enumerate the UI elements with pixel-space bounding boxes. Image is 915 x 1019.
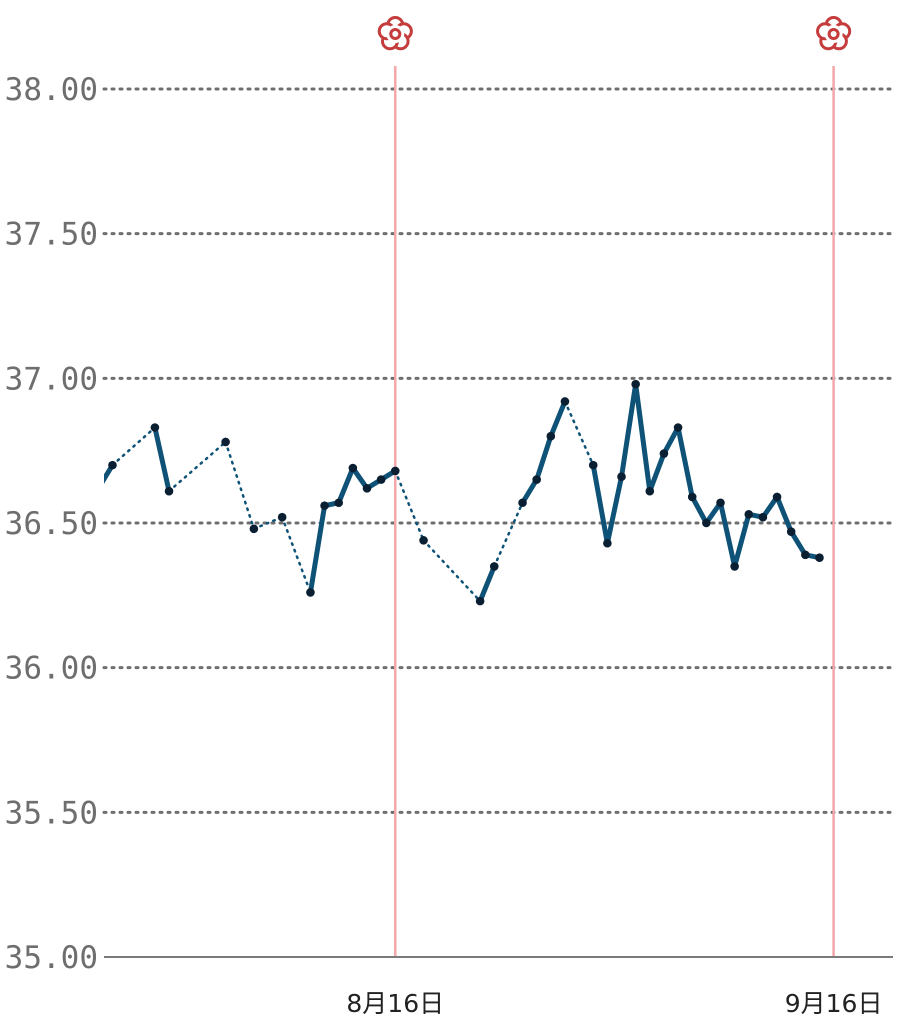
data-point [716, 498, 725, 508]
temperature-series [104, 381, 822, 604]
y-tick-label: 36.50 [5, 506, 98, 542]
y-tick-label: 35.50 [5, 795, 98, 831]
data-point [306, 588, 315, 597]
line-segment [590, 462, 610, 546]
data-point [758, 512, 768, 522]
data-point [277, 512, 287, 522]
data-point [603, 538, 612, 548]
y-tick-label: 38.00 [5, 72, 98, 108]
gap-segment [224, 440, 256, 531]
line-segment [152, 425, 172, 494]
data-point [320, 501, 329, 510]
line-segment [548, 398, 568, 439]
data-point [249, 524, 259, 534]
data-point [518, 498, 527, 508]
data-point [617, 472, 626, 482]
data-point [815, 553, 824, 563]
gap-segment [111, 426, 157, 467]
gap-segment [167, 440, 227, 493]
flower-icon [377, 16, 413, 51]
gap-segment [563, 400, 595, 467]
gap-segment [493, 501, 524, 568]
flower-icon [816, 16, 852, 51]
line-segment [717, 500, 738, 569]
data-point [673, 423, 683, 432]
data-point [560, 397, 570, 406]
data-point [546, 431, 556, 441]
data-point [588, 460, 598, 470]
data-point [772, 492, 782, 502]
line-segment [477, 563, 497, 604]
line-segment [104, 462, 115, 484]
data-point [786, 527, 796, 536]
line-segment [520, 477, 540, 506]
y-tick-label: 37.00 [5, 361, 98, 397]
data-point [702, 518, 711, 528]
data-point [362, 483, 372, 493]
data-point [221, 437, 230, 447]
gridlines [102, 87, 895, 814]
x-tick-label: 9月16日 [785, 989, 883, 1018]
period-markers [377, 16, 852, 957]
data-point [348, 463, 358, 473]
line-segment [336, 465, 356, 506]
data-point [532, 475, 541, 484]
line-segment [647, 451, 667, 494]
line-segment [619, 381, 639, 480]
temperature-points [94, 379, 824, 606]
gap-segment [394, 469, 425, 542]
data-point [631, 379, 640, 389]
data-point [687, 492, 697, 502]
data-point [419, 536, 428, 545]
line-segment [307, 503, 328, 595]
data-point [150, 423, 160, 432]
data-point [659, 449, 669, 458]
data-point [390, 466, 400, 476]
line-segment [675, 425, 695, 500]
y-tick-label: 35.00 [5, 940, 98, 976]
data-point [94, 484, 103, 493]
gap-segment [280, 515, 312, 594]
y-axis-ticks: 35.00 35.50 36.00 36.50 37.00 37.50 38.00 [5, 72, 98, 976]
x-axis-ticks: 8月16日 9月16日 [346, 989, 882, 1018]
line-segment [732, 511, 752, 569]
line-segment [633, 381, 653, 494]
y-tick-label: 36.00 [5, 651, 98, 687]
line-segment [788, 529, 808, 558]
data-point [164, 486, 174, 496]
data-point [801, 550, 810, 560]
data-point [475, 596, 485, 606]
line-segment [774, 494, 794, 535]
line-segment [534, 433, 554, 483]
data-point [645, 486, 655, 496]
data-point [376, 475, 386, 484]
x-tick-label: 8月16日 [346, 989, 444, 1018]
data-point [744, 510, 754, 519]
line-segment [661, 425, 681, 457]
data-point [334, 498, 344, 508]
data-point [489, 562, 499, 571]
gap-segment [422, 539, 482, 603]
line-segment [689, 494, 709, 526]
gap-segment [252, 515, 284, 531]
data-point [730, 562, 739, 571]
y-tick-label: 37.50 [5, 217, 98, 253]
data-point [108, 460, 117, 470]
line-segment [604, 474, 625, 546]
